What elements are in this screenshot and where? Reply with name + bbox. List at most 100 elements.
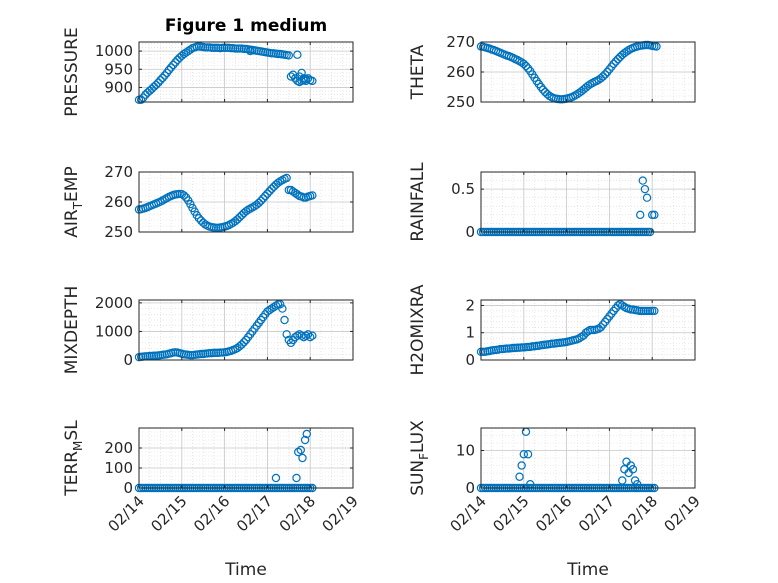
data-point xyxy=(300,435,310,445)
y-tick-label: 10 xyxy=(456,442,475,460)
data-point xyxy=(256,196,266,205)
data-point xyxy=(603,67,612,77)
x-tick-label: 02/17 xyxy=(575,492,618,535)
data-point xyxy=(233,215,242,224)
data-point xyxy=(184,46,193,56)
axes-box xyxy=(138,427,354,489)
data-point xyxy=(273,178,283,187)
subplot-8: 02/14 02/15 02/16 02/17 02/18 02/19 0 10 SUNFLUX xyxy=(408,420,704,536)
subplot-2: 250 260 270 THETA xyxy=(408,33,696,111)
y-tick-label: 200 xyxy=(104,439,133,457)
data-point xyxy=(596,323,606,332)
data-point xyxy=(636,210,645,220)
y-tick-label: 0 xyxy=(465,351,475,369)
x-axis-label-left: Time xyxy=(224,560,267,580)
data-point xyxy=(267,184,276,193)
data-point xyxy=(605,312,614,321)
data-point xyxy=(296,445,305,455)
data-point xyxy=(519,450,529,459)
data-point xyxy=(650,306,659,316)
data-point xyxy=(517,461,526,470)
data-point xyxy=(628,465,638,474)
data-point xyxy=(618,476,627,485)
data-point xyxy=(642,193,652,202)
y-tick-label: 250 xyxy=(104,223,133,241)
data-point xyxy=(284,51,293,60)
data-point xyxy=(609,306,618,316)
data-point xyxy=(267,304,276,313)
figure-title: Figure 1 medium xyxy=(165,16,327,36)
data-point xyxy=(523,64,533,73)
x-tick-label: 02/16 xyxy=(532,492,575,535)
y-tick-label: 900 xyxy=(104,78,133,96)
x-tick-label: 02/15 xyxy=(489,492,532,535)
data-point xyxy=(299,74,308,83)
data-point xyxy=(308,76,317,86)
data-point xyxy=(523,450,533,459)
data-point xyxy=(301,76,311,86)
data-point xyxy=(194,213,204,223)
data-point xyxy=(600,317,610,327)
y-axis-label: PRESSURE xyxy=(62,27,82,116)
data-point xyxy=(271,473,281,483)
x-tick-label: 02/18 xyxy=(276,492,319,535)
data-point xyxy=(278,304,287,313)
data-point xyxy=(156,75,165,85)
data-point xyxy=(299,332,308,342)
data-point xyxy=(151,80,161,90)
axes-box xyxy=(480,299,696,361)
data-point xyxy=(605,65,614,74)
y-axis-label: THETA xyxy=(408,44,428,100)
y-tick-label: 0 xyxy=(123,479,133,497)
data-point xyxy=(611,57,621,66)
data-point xyxy=(609,59,618,69)
x-tick-label: 02/14 xyxy=(105,492,148,535)
data-point xyxy=(265,186,274,196)
x-tick-label: 02/17 xyxy=(233,492,276,535)
subplot-5: 0 1000 2000 MIXDEPTH xyxy=(62,286,354,375)
y-axis-label: SUNFLUX xyxy=(408,420,431,496)
data-point xyxy=(169,60,178,70)
y-tick-label: 2 xyxy=(465,296,475,314)
data-point xyxy=(254,198,264,208)
subplot-7: 02/14 02/15 02/16 02/17 02/18 02/19 0 100 200 TER… xyxy=(62,420,362,536)
data-point xyxy=(519,59,529,69)
y-axis-label: MIXDEPTH xyxy=(62,286,82,375)
data-point xyxy=(598,320,608,329)
y-tick-label: 0 xyxy=(123,351,133,369)
data-point xyxy=(622,47,631,56)
data-point xyxy=(638,176,647,185)
data-point xyxy=(607,309,616,318)
data-point xyxy=(237,340,246,349)
data-point xyxy=(294,447,303,457)
data-point xyxy=(292,473,301,483)
data-point xyxy=(308,191,317,200)
data-point xyxy=(303,74,313,83)
data-point xyxy=(160,71,169,80)
axes-box xyxy=(138,41,354,103)
subplot-3: 250 260 270 AIRTEMP xyxy=(62,163,354,241)
data-point xyxy=(265,305,274,315)
y-tick-label: 270 xyxy=(104,163,133,181)
data-point xyxy=(521,61,531,71)
y-tick-label: 270 xyxy=(446,33,475,51)
data-point xyxy=(235,213,244,222)
data-point xyxy=(280,315,289,325)
data-point xyxy=(536,82,546,92)
data-point xyxy=(640,184,650,194)
data-point xyxy=(306,332,315,342)
data-point xyxy=(297,68,306,78)
data-point xyxy=(575,333,584,343)
data-point xyxy=(293,50,302,59)
data-point xyxy=(241,207,251,216)
data-point xyxy=(598,72,608,81)
axes-box xyxy=(138,299,354,361)
axes-box xyxy=(480,171,696,233)
data-point xyxy=(164,65,174,75)
subplot-4: 0 0.5 RAINFALL xyxy=(408,162,696,242)
data-point xyxy=(237,210,246,220)
data-point xyxy=(583,81,593,91)
x-tick-label: 02/18 xyxy=(618,492,661,535)
